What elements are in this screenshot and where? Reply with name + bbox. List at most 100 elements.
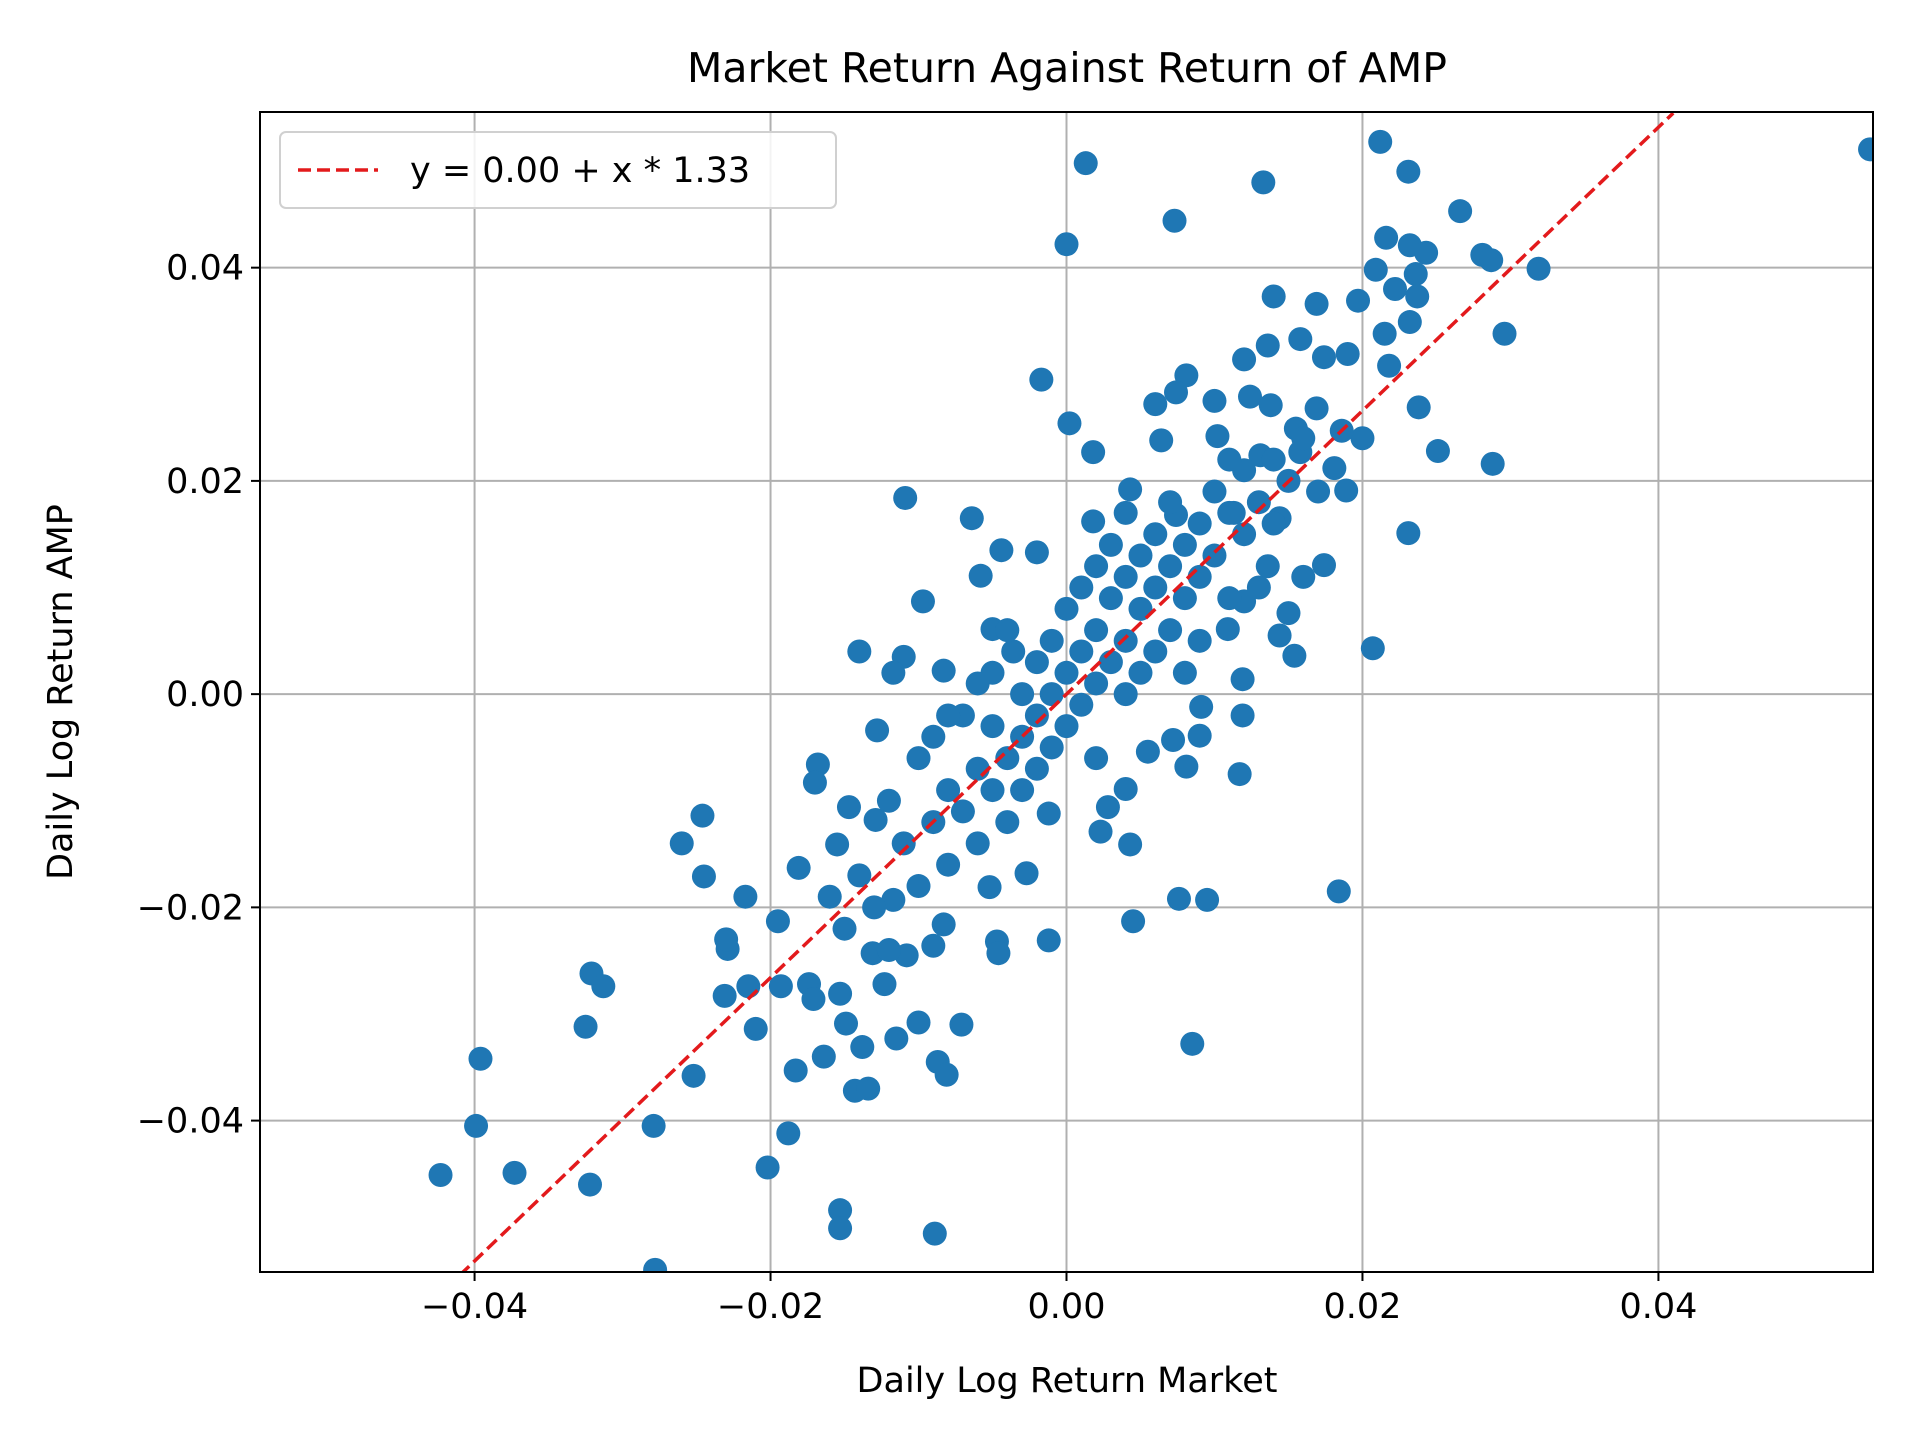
scatter-point: [1158, 554, 1183, 579]
legend-label: y = 0.00 + x * 1.33: [410, 151, 750, 191]
scatter-point: [1084, 618, 1109, 643]
scatter-point: [783, 1058, 808, 1083]
scatter-point: [1304, 396, 1329, 421]
scatter-point: [1095, 795, 1120, 820]
scatter-point: [1143, 639, 1168, 664]
scatter-point: [1187, 628, 1212, 653]
scatter-point: [876, 788, 901, 813]
scatter-point: [1098, 586, 1123, 611]
scatter-point: [786, 855, 811, 880]
scatter-point: [1217, 447, 1242, 472]
scatter-point: [1255, 554, 1280, 579]
scatter-point: [1036, 928, 1061, 953]
scatter-point: [1128, 596, 1153, 621]
scatter-point: [862, 895, 887, 920]
scatter-point: [950, 799, 975, 824]
scatter-point: [1372, 321, 1397, 346]
x-tick-label: −0.04: [421, 1287, 528, 1327]
scatter-point: [1202, 479, 1227, 504]
scatter-point: [1024, 703, 1049, 728]
scatter-point: [1098, 532, 1123, 557]
scatter-point: [1039, 682, 1064, 707]
scatter-point: [1255, 333, 1280, 358]
scatter-point: [989, 538, 1014, 563]
scatter-point: [1202, 388, 1227, 413]
scatter-point: [847, 863, 872, 888]
scatter-point: [1202, 543, 1227, 568]
scatter-point: [881, 887, 906, 912]
scatter-point: [1261, 447, 1286, 472]
scatter-point: [811, 1044, 836, 1069]
scatter-point: [643, 1257, 668, 1272]
scatter-point: [1187, 723, 1212, 748]
scatter-point: [768, 974, 793, 999]
scatter-point: [1306, 479, 1331, 504]
scatter-point: [1069, 639, 1094, 664]
scatter-point: [1113, 777, 1138, 802]
scatter-point: [828, 1198, 853, 1223]
scatter-point: [1135, 739, 1160, 764]
scatter-point: [1246, 490, 1271, 515]
scatter-point: [712, 983, 737, 1008]
scatter-point: [577, 1172, 602, 1197]
scatter-point: [1858, 137, 1873, 162]
scatter-point: [1014, 861, 1039, 886]
scatter-point: [1311, 553, 1336, 578]
scatter-point: [906, 1010, 931, 1035]
scatter-point: [1054, 714, 1079, 739]
scatter-point: [1311, 345, 1336, 370]
y-tick-label: −0.04: [137, 1102, 244, 1142]
scatter-point: [921, 724, 946, 749]
scatter-point: [1396, 159, 1421, 184]
scatter-point: [1010, 778, 1035, 803]
scatter-point: [641, 1113, 666, 1138]
scatter-point: [1054, 660, 1079, 685]
scatter-point: [1180, 1031, 1205, 1056]
scatter-point: [1010, 682, 1035, 707]
legend-box: [279, 131, 837, 209]
scatter-point: [1217, 586, 1242, 611]
scatter-point: [1081, 440, 1106, 465]
scatter-point: [691, 864, 716, 889]
scatter-point: [834, 1011, 859, 1036]
scatter-point: [934, 1062, 959, 1087]
scatter-point: [1081, 509, 1106, 534]
scatter-point: [931, 912, 956, 937]
scatter-point: [995, 810, 1020, 835]
scatter-point: [573, 1014, 598, 1039]
scatter-point: [669, 831, 694, 856]
scatter-point: [805, 752, 830, 777]
scatter-point: [1403, 262, 1428, 287]
scatter-point: [1036, 801, 1061, 826]
scatter-point: [1291, 426, 1316, 451]
scatter-point: [1118, 477, 1143, 502]
scatter-point: [1039, 628, 1064, 653]
scatter-point: [1232, 522, 1257, 547]
scatter-point: [1024, 540, 1049, 565]
y-tick-label: −0.02: [137, 888, 244, 928]
scatter-point: [965, 671, 990, 696]
scatter-point: [891, 831, 916, 856]
scatter-point: [910, 589, 935, 614]
scatter-point: [884, 1026, 909, 1051]
scatter-point: [995, 746, 1020, 771]
scatter-point: [906, 746, 931, 771]
scatter-point: [1069, 575, 1094, 600]
scatter-point: [936, 703, 961, 728]
scatter-point: [1205, 424, 1230, 449]
scatter-point: [1377, 353, 1402, 378]
scatter-point: [1304, 291, 1329, 316]
scatter-point: [1113, 564, 1138, 589]
scatter-point: [980, 778, 1005, 803]
scatter-point: [1149, 428, 1174, 453]
scatter-point: [931, 658, 956, 683]
scatter-point: [1195, 887, 1220, 912]
scatter-point: [832, 916, 857, 941]
scatter-point: [591, 974, 616, 999]
scatter-point: [1405, 284, 1430, 309]
scatter-point: [801, 987, 826, 1012]
scatter-point: [1113, 500, 1138, 525]
scatter-point: [825, 832, 850, 857]
scatter-point: [755, 1155, 780, 1180]
